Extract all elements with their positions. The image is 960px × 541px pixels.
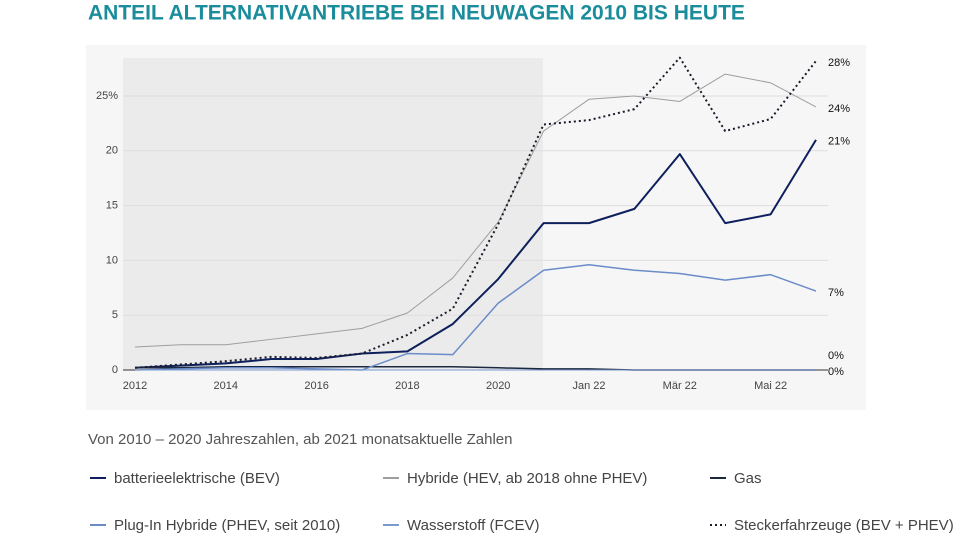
y-tick-label: 10 — [106, 254, 118, 266]
x-tick-label: 2018 — [395, 380, 419, 392]
series-line — [134, 73, 817, 348]
chart-title: ANTEIL ALTERNATIVANTRIEBE BEI NEUWAGEN 2… — [88, 2, 745, 25]
yearly-region — [123, 58, 543, 370]
legend-label: batterieelektrische (BEV) — [114, 470, 280, 487]
y-tick-label: 0 — [112, 364, 118, 376]
end-label: 7% — [828, 287, 844, 299]
note: Von 2010 – 2020 Jahreszahlen, ab 2021 mo… — [88, 431, 512, 448]
end-label: 28% — [828, 57, 850, 69]
y-tick-label: 5 — [112, 309, 118, 321]
legend-label: Gas — [734, 470, 762, 487]
x-tick-label: 2016 — [304, 380, 328, 392]
end-label: 24% — [828, 103, 850, 115]
y-tick-label: 20 — [106, 145, 118, 157]
legend-label: Steckerfahrzeuge (BEV + PHEV) — [734, 517, 954, 534]
y-tick-label: 15 — [106, 200, 118, 212]
legend-label: Hybride (HEV, ab 2018 ohne PHEV) — [407, 470, 647, 487]
x-tick-label: Mai 22 — [754, 380, 787, 392]
legend-label: Plug-In Hybride (PHEV, seit 2010) — [114, 517, 340, 534]
end-label: 0% — [828, 350, 844, 362]
end-label: 0% — [828, 366, 844, 378]
series-line — [134, 139, 817, 369]
x-tick-label: Jan 22 — [572, 380, 605, 392]
x-tick-label: 2020 — [486, 380, 510, 392]
y-tick-label: 25% — [96, 90, 118, 102]
legend-label: Wasserstoff (FCEV) — [407, 517, 540, 534]
end-label: 21% — [828, 136, 850, 148]
x-tick-label: Mär 22 — [663, 380, 697, 392]
series-line — [134, 264, 817, 371]
x-tick-label: 2012 — [123, 380, 147, 392]
x-tick-label: 2014 — [214, 380, 238, 392]
